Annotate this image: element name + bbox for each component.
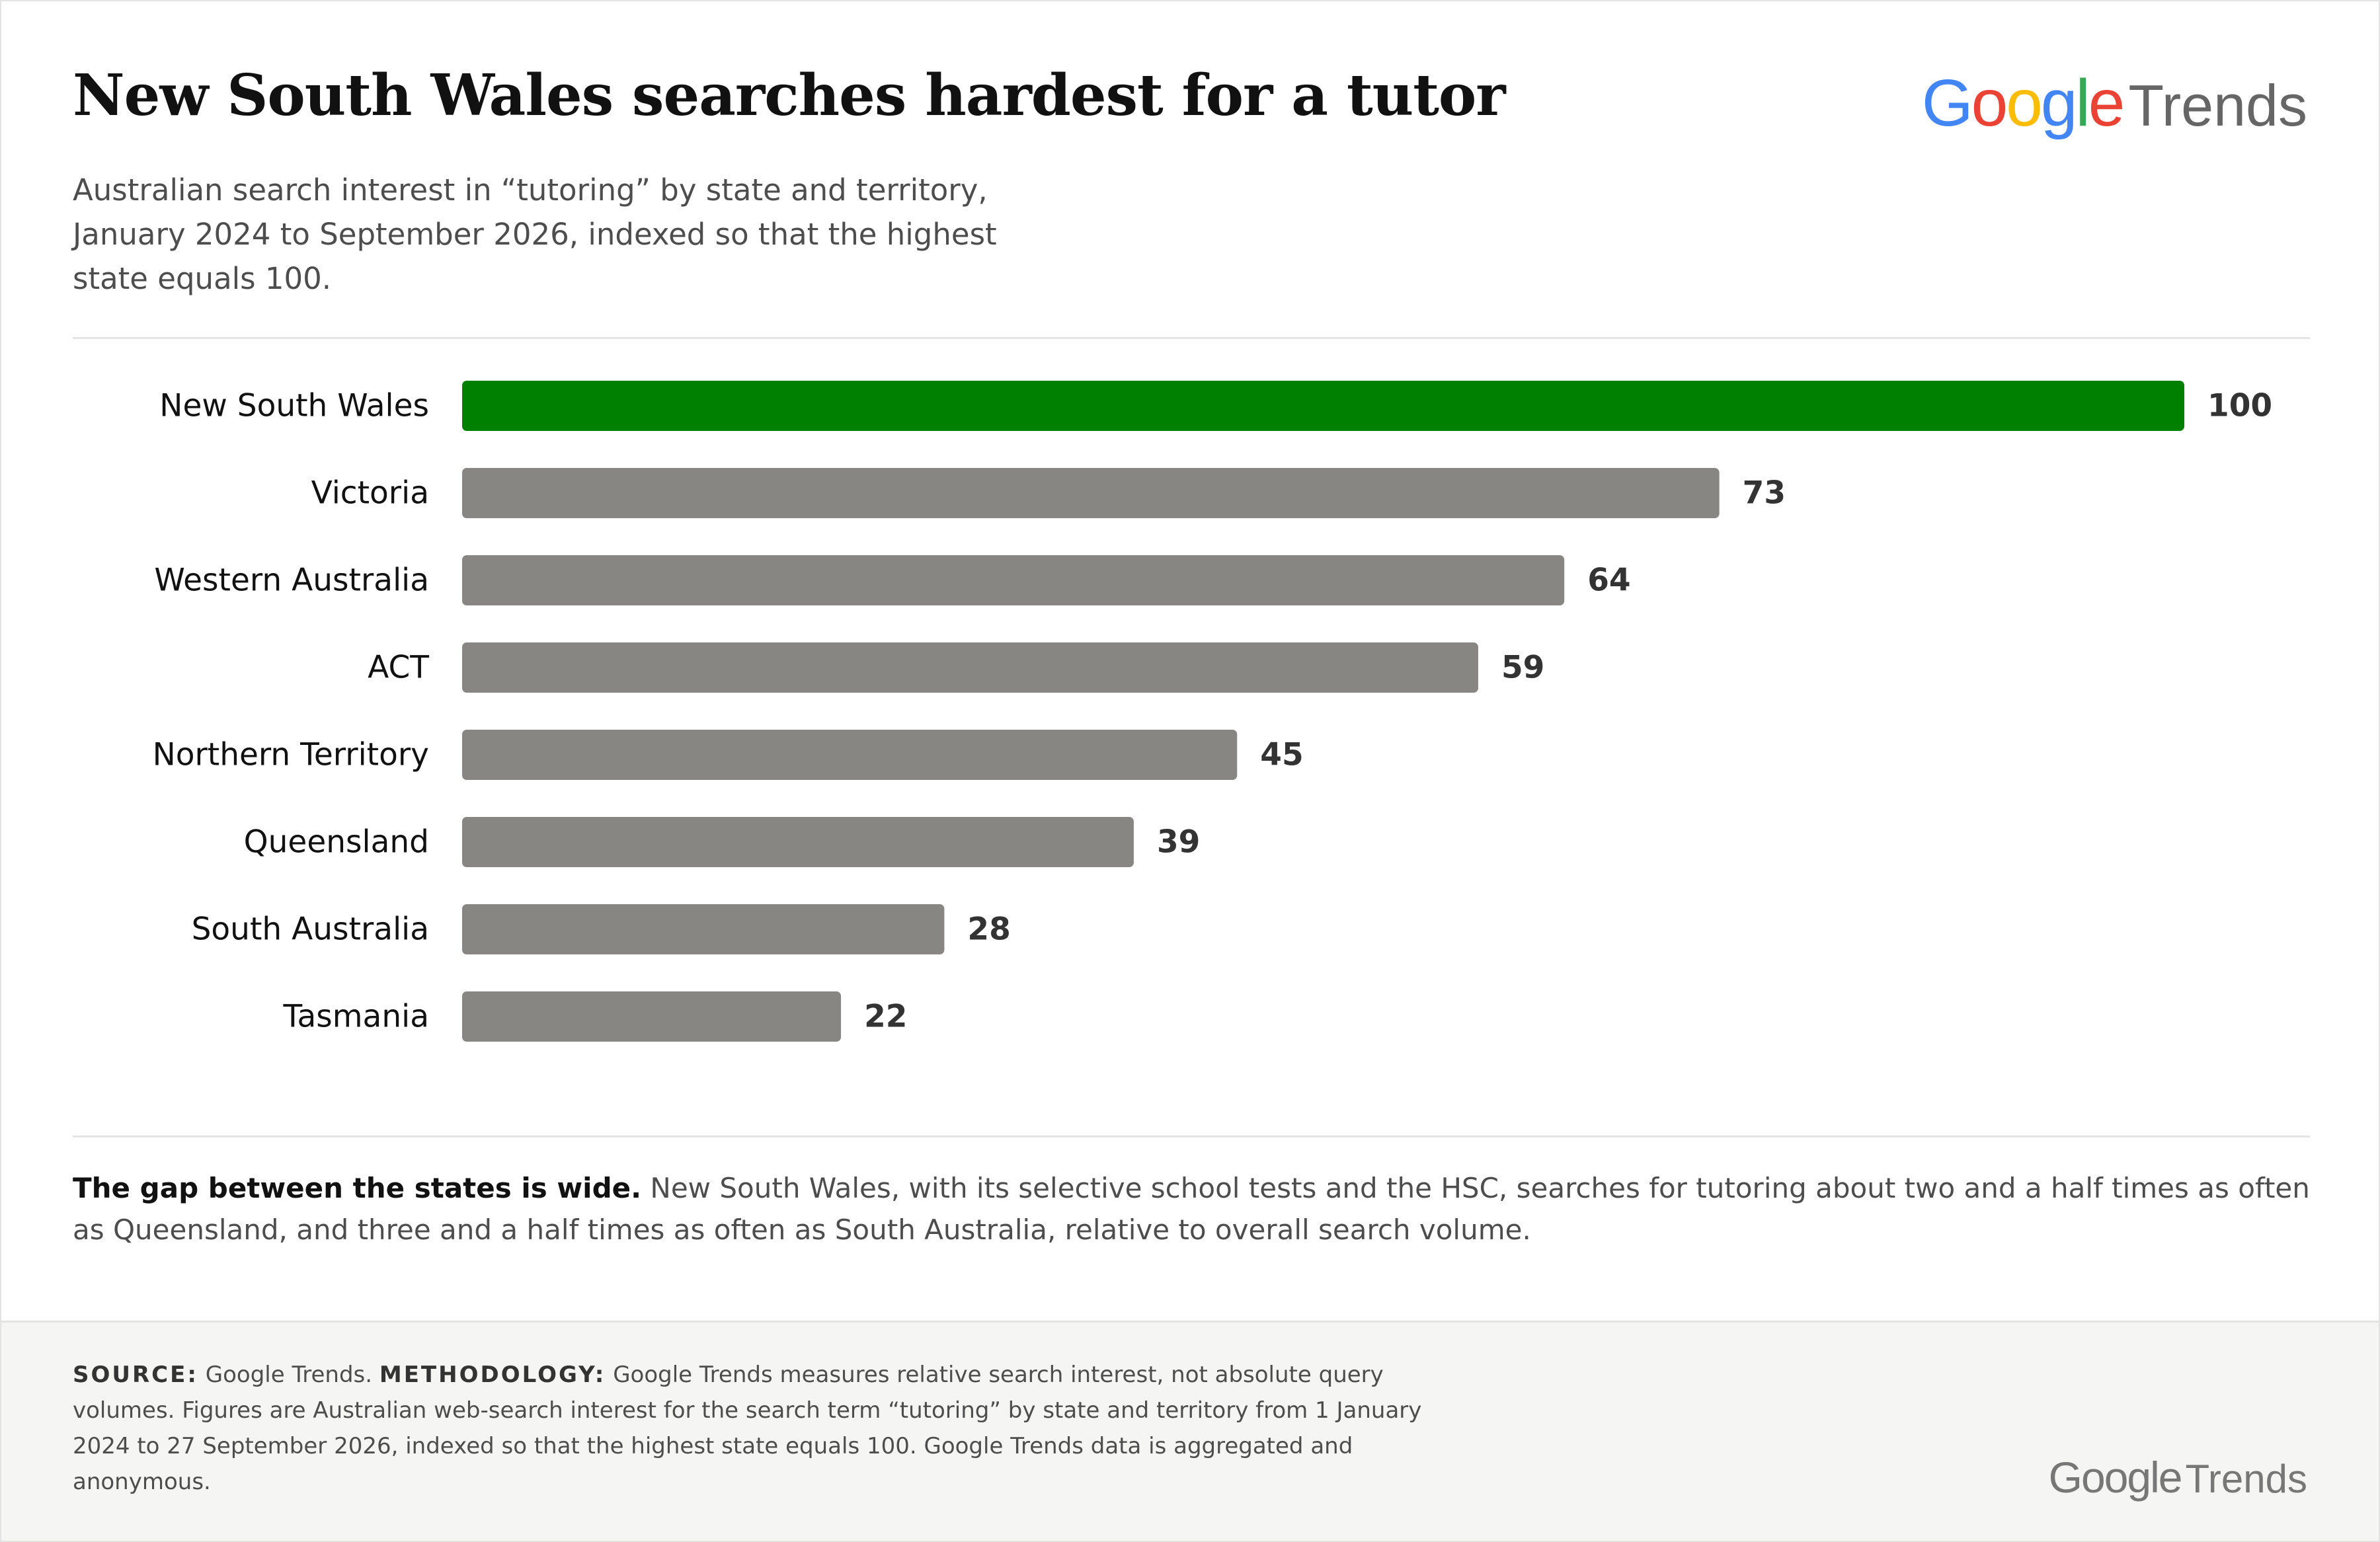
logo-letter: G (1921, 66, 1973, 140)
logo-letter: o (2006, 66, 2043, 140)
source-value: Google Trends. (198, 1362, 379, 1388)
google-wordmark: Google (1921, 66, 2125, 140)
chart-note: The gap between the states is wide. New … (73, 1167, 2310, 1251)
bar (462, 730, 1238, 780)
category-label: South Australia (192, 911, 429, 948)
value-label: 59 (1501, 650, 1544, 686)
value-label: 73 (1743, 475, 1786, 512)
value-label: 28 (967, 911, 1010, 948)
chart-title: New South Wales searches hardest for a t… (73, 62, 1506, 129)
value-label: 22 (864, 999, 907, 1035)
category-label: Victoria (311, 475, 429, 512)
logo-letter: e (2088, 66, 2125, 140)
category-label: ACT (368, 650, 429, 686)
methodology-text: Google Trends measures relative search i… (73, 1362, 1422, 1495)
bar (462, 381, 2184, 431)
note-lead: The gap between the states is wide. (73, 1172, 642, 1204)
chart-subtitle: Australian search interest in “tutoring”… (73, 173, 997, 296)
source-text: SOURCE: Google Trends. METHODOLOGY: Goog… (73, 1357, 1428, 1500)
category-label: Northern Territory (153, 737, 429, 773)
google-trends-logo-footer: Google Trends (2049, 1455, 2307, 1499)
category-label: New South Wales (159, 388, 429, 424)
divider (73, 337, 2310, 339)
value-label: 64 (1587, 562, 1630, 599)
category-label: Tasmania (283, 999, 429, 1035)
footer: SOURCE: Google Trends. METHODOLOGY: Goog… (1, 1321, 2379, 1541)
value-label: 45 (1260, 737, 1303, 773)
google-wordmark: Google (2048, 1453, 2183, 1502)
methodology-label: METHODOLOGY: (379, 1362, 606, 1388)
bar (462, 991, 842, 1042)
google-trends-logo: GoogleTrends (1922, 70, 2307, 136)
bar-chart: New South Wales 100 Victoria 73 Western Aust… (153, 381, 2272, 1042)
trends-wordmark: Trends (2185, 1457, 2307, 1501)
logo-letter: o (1971, 66, 2008, 140)
trends-wordmark: Trends (2128, 73, 2307, 138)
value-label: 100 (2207, 388, 2272, 424)
category-label: Queensland (244, 824, 429, 861)
bar (462, 904, 945, 954)
logo-letter: l (2075, 66, 2090, 140)
bar (462, 555, 1565, 605)
divider (73, 1136, 2310, 1137)
value-label: 39 (1157, 824, 1200, 861)
bar (462, 817, 1134, 867)
logo-letter: g (2040, 66, 2078, 140)
note-body: New South Wales, with its selective scho… (73, 1172, 2310, 1246)
category-label: Western Australia (154, 562, 429, 599)
bar (462, 642, 1478, 693)
source-label: SOURCE: (73, 1362, 198, 1388)
bar (462, 468, 1720, 518)
